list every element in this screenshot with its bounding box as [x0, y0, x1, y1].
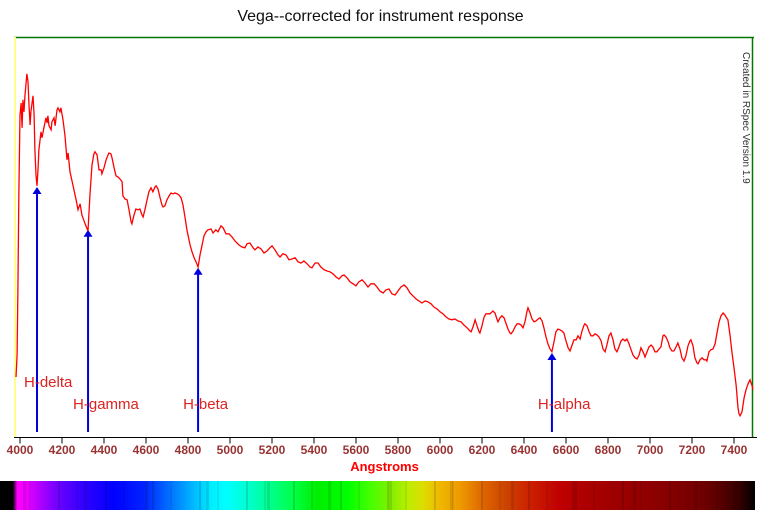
x-tick-label: 7000: [636, 443, 664, 457]
x-tick-label: 6800: [594, 443, 622, 457]
x-tick-label: 7400: [720, 443, 748, 457]
x-tick-label: 5600: [342, 443, 370, 457]
x-tick-label: 5400: [300, 443, 328, 457]
annotation-arrowhead-h-delta: [32, 187, 42, 194]
annotation-label-h-beta: H-beta: [183, 396, 229, 413]
x-tick-label: 6200: [468, 443, 496, 457]
annotation-arrows: [32, 187, 557, 432]
annotation-arrowhead-h-alpha: [547, 353, 557, 360]
x-tick-label: 6000: [426, 443, 454, 457]
x-tick-label: 6600: [552, 443, 580, 457]
annotation-label-h-delta: H-delta: [24, 374, 73, 391]
annotation-arrowhead-h-gamma: [83, 229, 93, 237]
x-tick-label: 4600: [132, 443, 160, 457]
page-title: Vega--corrected for instrument response: [237, 8, 524, 25]
watermark-rspec-version: Created in RSpec Version 1.9: [740, 52, 751, 184]
x-tick-label: 5800: [384, 443, 412, 457]
annotation-arrowhead-h-beta: [193, 267, 203, 275]
x-tick-label: 4200: [48, 443, 76, 457]
x-tick-label: 6400: [510, 443, 538, 457]
x-tick-label: 4000: [6, 443, 34, 457]
annotation-label-h-gamma: H-gamma: [73, 396, 139, 413]
annotation-label-h-alpha: H-alpha: [537, 396, 591, 413]
x-tick-label: 7200: [678, 443, 706, 457]
x-axis-ticks: [19, 437, 735, 444]
x-tick-label: 4400: [90, 443, 118, 457]
x-tick-label: 4800: [174, 443, 202, 457]
spectrum-chart: [14, 36, 757, 444]
x-tick-label: 5200: [258, 443, 286, 457]
spectrum-colorbar: [0, 481, 755, 510]
x-axis-title: Angstroms: [350, 459, 419, 474]
x-tick-label: 5000: [216, 443, 244, 457]
spectrum-curve: [15, 73, 754, 418]
